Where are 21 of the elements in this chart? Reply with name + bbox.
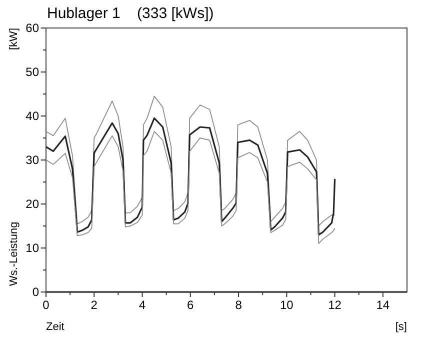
y-tick-label: 0 (32, 285, 40, 299)
y-tick-label: 10 (26, 241, 40, 255)
y-tick-label: 20 (26, 197, 40, 211)
y-tick-label: 50 (26, 65, 40, 79)
y-tick-label: 60 (26, 21, 40, 35)
y-tick-label: 40 (26, 109, 40, 123)
y-tick-label: 30 (26, 153, 40, 167)
y-axis-title: Ws.-Leistung (8, 222, 20, 286)
x-axis-title: Zeit (46, 321, 64, 333)
x-tick-label: 8 (235, 298, 242, 312)
x-tick-label: 12 (328, 298, 342, 312)
x-tick-label: 14 (376, 298, 390, 312)
line-series (45, 117, 336, 236)
x-tick-label: 6 (187, 298, 194, 312)
x-tick-label: 4 (138, 298, 146, 312)
x-tick-label: 10 (280, 298, 294, 312)
chart-title: Hublager 1 (333 [kWs]) (47, 5, 214, 22)
x-tick-label: 0 (42, 298, 50, 312)
text: [kW] (8, 28, 20, 50)
text: [s] (395, 321, 407, 333)
x-tick-label: 2 (90, 298, 98, 312)
